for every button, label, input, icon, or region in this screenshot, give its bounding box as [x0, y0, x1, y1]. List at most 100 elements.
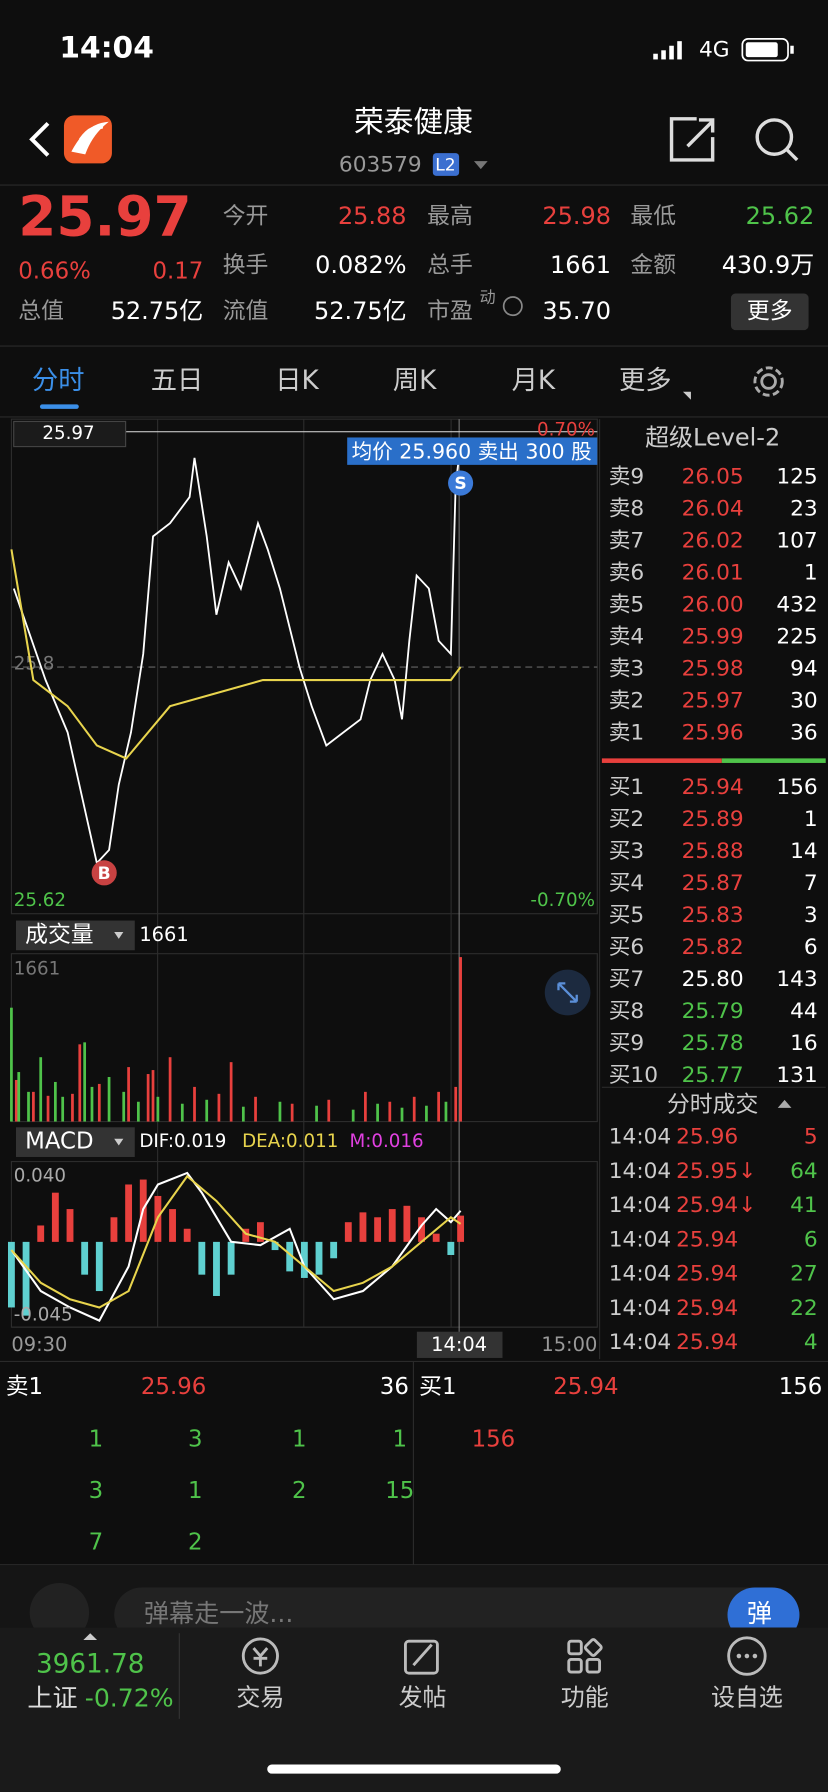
bid-label: 买10 [609, 1063, 658, 1088]
last-price: 25.97 [18, 185, 191, 249]
bid-label: 买7 [609, 967, 644, 992]
volume-bar [364, 1091, 367, 1122]
back-button[interactable] [29, 121, 50, 157]
stat-label: 市盈 [427, 298, 473, 324]
axis-label: -0.045 [14, 1305, 73, 1326]
stat-superscript: 动 [480, 288, 496, 307]
ask-qty: 36 [790, 720, 818, 745]
ask-price: 25.96 [682, 720, 744, 745]
stat-value: 35.70 [542, 297, 611, 325]
queue-order: 1 [188, 1478, 203, 1504]
bid-price: 25.87 [682, 871, 744, 896]
volume-bar [39, 1057, 43, 1122]
ask-label: 卖3 [609, 656, 644, 681]
price-label-box [13, 420, 127, 448]
axis-label: 1661 [14, 959, 61, 980]
search-button[interactable] [755, 118, 799, 162]
volume-title: 成交量 [25, 922, 93, 948]
macd-m: M:0.016 [349, 1131, 423, 1152]
macd-bar [198, 1241, 206, 1275]
volume-bar [146, 1074, 150, 1122]
stat-value: 25.88 [338, 202, 407, 230]
trade-price: 25.96 [676, 1125, 738, 1150]
more-button[interactable] [730, 293, 809, 331]
axis-label: 25.62 [14, 890, 66, 911]
macd-bar [418, 1217, 425, 1242]
index-change: -0.72% [85, 1683, 174, 1712]
trade-price: 25.94 [676, 1262, 738, 1287]
tab[interactable]: 五日 [151, 366, 204, 396]
stat-label: 最高 [427, 204, 473, 230]
queue-order: 1 [292, 1427, 307, 1453]
ask-label: 卖7 [609, 528, 644, 553]
stat-value: 0.082% [315, 251, 406, 279]
ask-label: 卖8 [609, 496, 644, 521]
volume-bar [90, 1086, 94, 1122]
tab[interactable]: 月K [512, 366, 556, 396]
macd-selector[interactable] [15, 1127, 135, 1157]
queue-order: 2 [188, 1529, 203, 1555]
volume-bar [32, 1091, 35, 1122]
volume-bar [107, 1077, 111, 1122]
volume-bar [205, 1099, 209, 1122]
tab[interactable]: 更多 [619, 366, 672, 396]
ask-price: 26.00 [682, 592, 744, 617]
index-value: 3961.78 [36, 1650, 145, 1680]
tab-indicator [39, 404, 79, 409]
macd-bar [457, 1215, 465, 1242]
ask-label: 卖9 [609, 464, 644, 489]
macd-bar [95, 1241, 103, 1292]
badge-label: L2 [435, 156, 455, 176]
share-button[interactable] [669, 117, 715, 162]
tab-label[interactable]: 发帖 [399, 1683, 447, 1711]
queue-order: 15 [385, 1478, 414, 1504]
status-time: 14:04 [59, 31, 154, 66]
queue-price: 25.94 [553, 1374, 618, 1400]
tab[interactable]: 分时 [32, 366, 85, 396]
volume-bar [400, 1107, 404, 1122]
bid-price: 25.89 [682, 807, 744, 832]
volume-bar [241, 1106, 245, 1122]
volume-bar [412, 1096, 416, 1122]
volume-selector[interactable] [15, 920, 135, 951]
app-logo [71, 121, 109, 155]
volume-bar [122, 1091, 126, 1122]
ask-price: 25.98 [682, 656, 744, 681]
bid-price: 25.78 [682, 1031, 744, 1056]
stat-label: 换手 [223, 253, 269, 279]
settings-button[interactable] [753, 366, 784, 397]
tab[interactable]: 周K [393, 366, 437, 396]
axis-label: 0.040 [14, 1165, 66, 1186]
ask-qty: 94 [790, 656, 818, 681]
trade-time: 14:04 [609, 1227, 671, 1252]
tab-label[interactable]: 设自选 [711, 1683, 783, 1711]
macd-bar [271, 1241, 279, 1251]
trade-price: 25.94 [676, 1227, 738, 1252]
price-series [10, 549, 462, 760]
volume-bar [254, 1096, 257, 1122]
volume-bar [229, 1062, 233, 1122]
marker-label: B [98, 864, 111, 884]
bid-price: 25.82 [682, 935, 744, 960]
send-label: 弹 [747, 1599, 772, 1628]
trade-time: 14:04 [609, 1330, 671, 1355]
volume-bar [14, 1079, 18, 1122]
volume-bar [290, 1103, 294, 1122]
stat-value: 1661 [550, 251, 611, 279]
volume-bar [136, 1101, 140, 1122]
trade-marker [91, 860, 117, 886]
tab-label[interactable]: 交易 [236, 1683, 284, 1711]
trade-qty: 5 [804, 1125, 818, 1150]
stat-label: 流值 [223, 298, 269, 324]
marker-label: S [454, 474, 466, 494]
macd-bar [169, 1209, 176, 1242]
tab-label[interactable]: 功能 [561, 1683, 609, 1711]
stat-value: 25.98 [542, 202, 611, 230]
comment-placeholder: 弹幕走一波... [144, 1599, 294, 1628]
macd-bar [388, 1209, 396, 1242]
volume-bar [351, 1109, 355, 1122]
tab[interactable]: 日K [275, 366, 319, 396]
bid-qty: 16 [790, 1031, 818, 1056]
time-cursor-box [416, 1331, 503, 1358]
queue-label: 买1 [419, 1374, 456, 1400]
